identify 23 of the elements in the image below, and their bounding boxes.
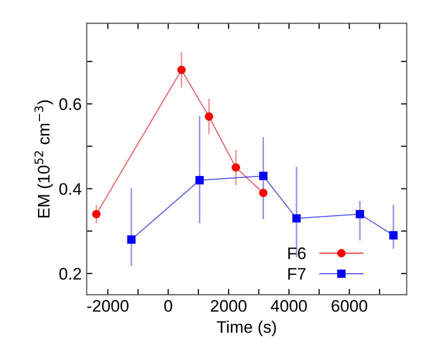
legend-label: F7 [288, 268, 306, 280]
point [177, 66, 186, 74]
x-tick-label: 4000 [270, 300, 307, 312]
x-tick-label: 0 [164, 300, 172, 312]
point [92, 210, 101, 218]
x-axis-title: Time (s) [216, 320, 276, 336]
y-tick-label: 0.4 [59, 183, 82, 195]
point [259, 172, 268, 180]
legend-label: F6 [288, 247, 306, 260]
y-tick-label: 0.2 [59, 268, 82, 280]
point [195, 176, 204, 184]
point [292, 214, 301, 223]
point [127, 235, 136, 244]
point [259, 188, 268, 198]
point [389, 231, 398, 240]
point [356, 210, 364, 218]
point [204, 112, 214, 121]
x-tick-label: -2000 [87, 300, 128, 312]
y-tick-label: 0.6 [59, 98, 82, 110]
y-axis-title: EM (10$^{52}$ cm$^{−3}$) [34, 100, 53, 218]
x-tick-label: 2000 [210, 300, 246, 312]
x-tick-label: 6000 [332, 300, 368, 312]
point [232, 163, 240, 172]
